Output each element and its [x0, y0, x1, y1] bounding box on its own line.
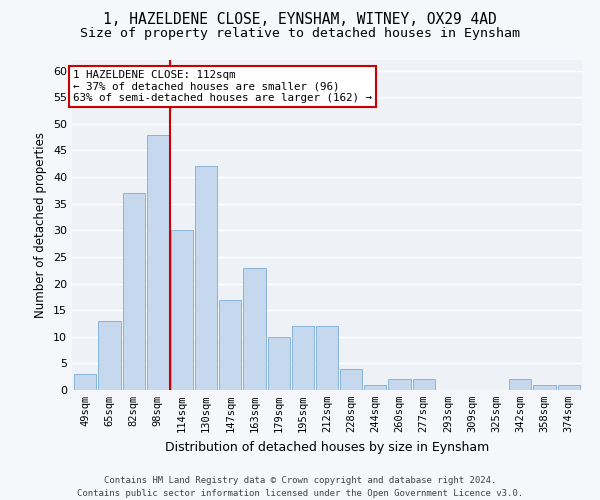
Text: 1 HAZELDENE CLOSE: 112sqm
← 37% of detached houses are smaller (96)
63% of semi-: 1 HAZELDENE CLOSE: 112sqm ← 37% of detac… [73, 70, 372, 103]
Bar [292, 326, 314, 390]
Bar [533, 384, 556, 390]
X-axis label: Distribution of detached houses by size in Eynsham: Distribution of detached houses by size … [165, 440, 489, 454]
Bar [171, 230, 193, 390]
Bar [98, 321, 121, 390]
Y-axis label: Number of detached properties: Number of detached properties [34, 132, 47, 318]
Bar [195, 166, 217, 390]
Text: Size of property relative to detached houses in Eynsham: Size of property relative to detached ho… [80, 28, 520, 40]
Bar [316, 326, 338, 390]
Bar [146, 134, 169, 390]
Bar [509, 380, 532, 390]
Bar [268, 337, 290, 390]
Bar [122, 193, 145, 390]
Text: Contains HM Land Registry data © Crown copyright and database right 2024.
Contai: Contains HM Land Registry data © Crown c… [77, 476, 523, 498]
Bar [413, 380, 435, 390]
Bar [74, 374, 97, 390]
Bar [388, 380, 410, 390]
Bar [340, 368, 362, 390]
Bar [244, 268, 266, 390]
Bar [219, 300, 241, 390]
Bar [364, 384, 386, 390]
Bar [557, 384, 580, 390]
Text: 1, HAZELDENE CLOSE, EYNSHAM, WITNEY, OX29 4AD: 1, HAZELDENE CLOSE, EYNSHAM, WITNEY, OX2… [103, 12, 497, 28]
